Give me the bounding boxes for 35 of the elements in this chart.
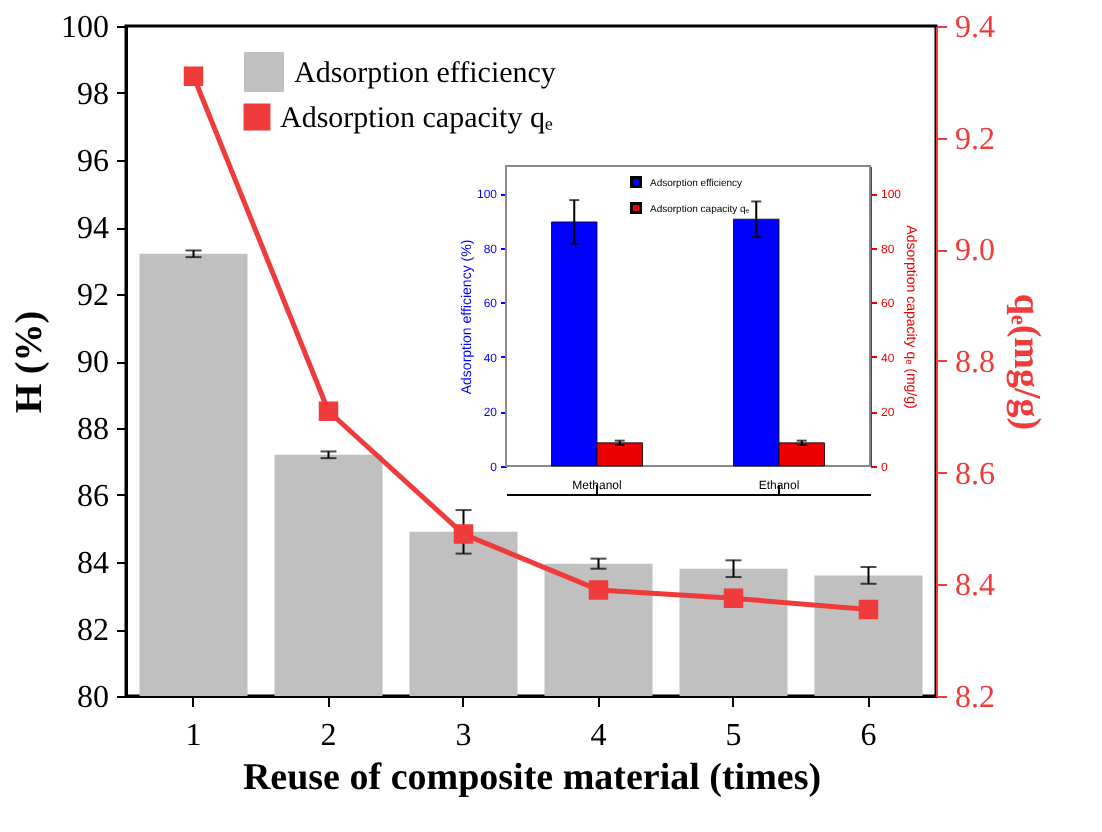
y2-tick-label: 8.8 <box>955 346 995 380</box>
y-tick-label: 82 <box>77 614 109 648</box>
legend-label: Adsorption efficiency <box>294 58 557 90</box>
point <box>318 401 339 421</box>
y-tick-label: 84 <box>77 547 109 581</box>
y-axis-title: H (%) <box>9 310 51 414</box>
legend-label: Adsorption capacity qₑ <box>280 103 553 135</box>
x-tick-label: 2 <box>320 719 337 753</box>
y2-tick-label: 9.4 <box>955 11 995 45</box>
y2-axis-title: qₑ(mg/g) <box>1005 293 1047 431</box>
y2-tick-label: 9.2 <box>955 122 995 157</box>
y-tick-label: 80 <box>77 681 109 715</box>
x-tick-label: 1 <box>185 719 202 753</box>
y-tick-label: 92 <box>77 279 109 313</box>
point <box>183 66 204 86</box>
y-tick-label: 88 <box>77 413 109 447</box>
point <box>723 588 744 609</box>
point <box>588 580 609 600</box>
y-tick-label: 100 <box>61 11 109 45</box>
y2-tick-label: 8.2 <box>955 681 995 715</box>
x-tick-label: 5 <box>725 719 742 753</box>
point <box>858 599 879 620</box>
y-tick-label: 94 <box>77 212 109 246</box>
x-tick-label: 4 <box>590 719 607 753</box>
y2-tick-label: 9.0 <box>955 234 995 269</box>
y-tick-label: 86 <box>77 480 109 514</box>
point <box>453 524 474 544</box>
x-tick-label: 6 <box>860 719 877 753</box>
y2-tick-label: 8.6 <box>955 457 995 492</box>
y-tick-label: 90 <box>77 346 109 380</box>
x-tick-label: 3 <box>455 719 472 753</box>
y2-tick-label: 8.4 <box>955 569 995 604</box>
y-tick-label: 98 <box>77 78 109 112</box>
x-axis-title: Reuse of composite material (times) <box>242 757 822 799</box>
y-tick-label: 96 <box>77 145 109 179</box>
